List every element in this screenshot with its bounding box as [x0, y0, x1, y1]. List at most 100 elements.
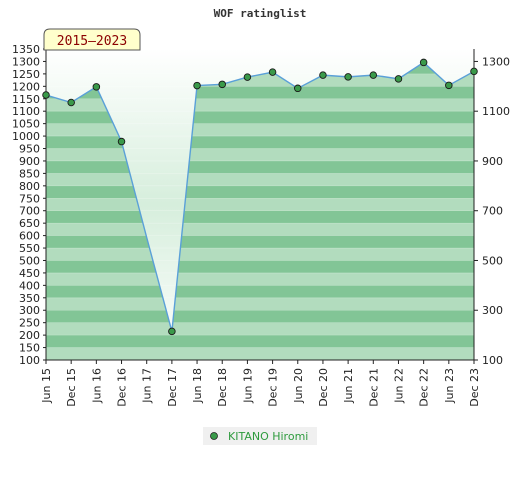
data-point — [268, 68, 277, 76]
series-line — [42, 58, 478, 336]
data-point — [168, 327, 176, 336]
area-band — [46, 272, 474, 286]
chart-title: WOF ratinglist — [214, 7, 307, 20]
area-band — [46, 285, 474, 299]
left-tick-label: 1300 — [12, 55, 40, 68]
area-band — [46, 136, 474, 150]
axes — [45, 49, 475, 361]
left-tick-label: 500 — [19, 254, 40, 267]
x-tick-label: Dec 22 — [418, 368, 431, 407]
x-axis-ticks: Jun 15 Dec 15 Jun 16 Dec 16 Jun 17 Dec 17 Jun … — [40, 360, 481, 407]
area-band — [46, 173, 474, 187]
data-point — [369, 71, 378, 79]
x-tick-label: Jun 21 — [342, 368, 355, 404]
left-tick-label: 700 — [19, 205, 40, 218]
x-tick-label: Dec 21 — [367, 368, 380, 407]
right-tick-label: 1300 — [482, 55, 510, 68]
x-tick-label: Jun 15 — [40, 368, 53, 404]
data-point — [445, 81, 453, 90]
x-tick-label: Dec 15 — [65, 368, 78, 407]
x-tick-label: Dec 23 — [468, 368, 481, 407]
grid-lines — [46, 48, 474, 361]
data-point — [117, 137, 126, 146]
data-point — [394, 75, 403, 83]
data-point — [67, 98, 75, 107]
left-tick-label: 600 — [19, 230, 40, 243]
area-band — [46, 297, 474, 311]
area-band — [46, 260, 474, 274]
area-band — [46, 223, 474, 237]
x-tick-label: Jun 19 — [241, 368, 254, 404]
left-axis-ticks: 1001502002503003504004505005506006507007… — [12, 43, 46, 367]
left-tick-label: 1000 — [12, 130, 40, 143]
left-tick-label: 350 — [19, 292, 40, 305]
left-tick-label: 950 — [19, 143, 40, 156]
data-point — [193, 81, 201, 90]
left-tick-label: 800 — [19, 180, 40, 193]
left-tick-label: 150 — [19, 342, 40, 355]
x-tick-label: Dec 19 — [267, 368, 280, 407]
period-badge-label: 2015–2023 — [57, 34, 127, 49]
x-tick-label: Dec 18 — [216, 368, 229, 407]
right-axis-ticks: 100 300 500 700 900 1100 1300 — [474, 55, 510, 367]
data-point — [470, 67, 478, 76]
right-tick-label: 300 — [482, 304, 503, 317]
left-tick-label: 1250 — [12, 68, 40, 81]
left-tick-label: 850 — [19, 167, 40, 180]
area-band — [46, 185, 474, 199]
left-tick-label: 1200 — [12, 80, 40, 93]
data-point — [294, 84, 302, 93]
area-band — [46, 310, 474, 324]
right-tick-label: 500 — [482, 254, 503, 267]
area-band — [46, 360, 474, 373]
left-tick-label: 200 — [19, 329, 40, 342]
data-point — [243, 73, 252, 81]
left-tick-label: 900 — [19, 155, 40, 168]
data-point — [344, 73, 352, 81]
area-band — [46, 198, 474, 212]
data-point — [319, 71, 327, 79]
area-band — [46, 248, 474, 261]
left-tick-label: 250 — [19, 317, 40, 330]
legend[interactable]: KITANO Hiromi — [203, 427, 317, 445]
right-tick-label: 900 — [482, 155, 503, 168]
legend-marker — [210, 432, 218, 440]
x-tick-label: Dec 16 — [116, 368, 129, 407]
left-tick-label: 1150 — [12, 93, 40, 106]
x-tick-label: Jun 20 — [292, 368, 305, 404]
left-tick-label: 1050 — [12, 118, 40, 131]
x-tick-label: Jun 23 — [443, 368, 456, 404]
area-band — [46, 335, 474, 349]
left-tick-label: 300 — [19, 304, 40, 317]
series-line-path — [45, 61, 475, 332]
area-band — [46, 148, 474, 162]
data-point — [419, 58, 428, 67]
period-badge: 2015–2023 — [43, 28, 141, 51]
area-band — [46, 322, 474, 336]
data-point — [42, 91, 50, 99]
x-tick-label: Jun 22 — [392, 368, 405, 404]
data-point — [218, 80, 226, 89]
right-tick-label: 1100 — [482, 105, 510, 118]
area-band — [46, 123, 474, 137]
left-tick-label: 750 — [19, 192, 40, 205]
legend-label: KITANO Hiromi — [228, 430, 308, 443]
area-band — [46, 347, 474, 360]
x-tick-label: Jun 16 — [90, 368, 103, 404]
left-tick-label: 650 — [19, 217, 40, 230]
left-tick-label: 400 — [19, 279, 40, 292]
right-tick-label: 100 — [482, 354, 503, 367]
area-band — [46, 160, 474, 174]
x-tick-label: Jun 18 — [191, 368, 204, 404]
x-tick-label: Jun 17 — [141, 368, 154, 404]
x-tick-label: Dec 17 — [166, 368, 179, 407]
right-tick-label: 700 — [482, 205, 503, 218]
area-band — [46, 210, 474, 224]
left-tick-label: 550 — [19, 242, 40, 255]
left-tick-label: 100 — [19, 354, 40, 367]
x-tick-label: Dec 20 — [317, 368, 330, 407]
data-point — [92, 83, 101, 91]
area-band — [46, 235, 474, 249]
left-tick-label: 450 — [19, 267, 40, 280]
